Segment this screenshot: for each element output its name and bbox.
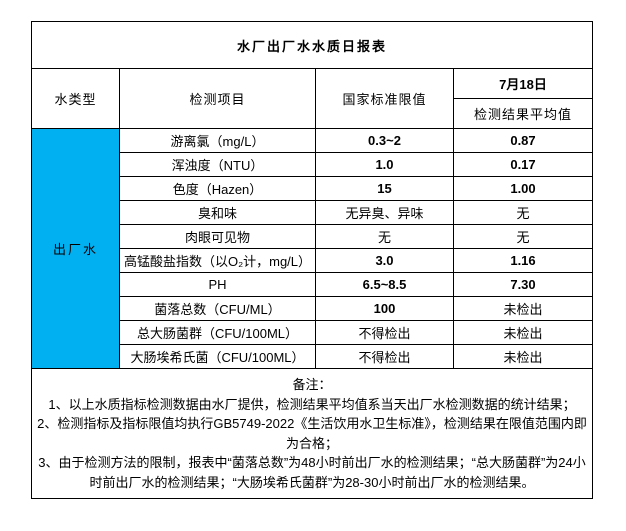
limit-cell: 3.0 bbox=[315, 248, 454, 273]
notes-label: 备注： bbox=[292, 377, 332, 392]
result-cell: 1.16 bbox=[452, 248, 594, 273]
limit-cell: 不得检出 bbox=[315, 320, 454, 345]
limit-cell: 100 bbox=[315, 296, 454, 321]
limit-cell: 6.5~8.5 bbox=[315, 272, 454, 297]
limit-cell: 不得检出 bbox=[315, 344, 454, 369]
table-row: 菌落总数（CFU/ML） 100 未检出 bbox=[32, 296, 594, 321]
water-quality-report-table: 水厂出厂水水质日报表 水类型 检测项目 国家标准限值 7月18日 检测结果平均值… bbox=[30, 21, 594, 499]
notes-section: 备注： 1、以上水质指标检测数据由水厂提供，检测结果平均值系当天出厂水检测数据的… bbox=[30, 368, 594, 499]
limit-cell: 无异臭、异味 bbox=[315, 200, 454, 225]
report-date: 7月18日 bbox=[452, 68, 594, 99]
test-item-cell: 菌落总数（CFU/ML） bbox=[119, 296, 316, 321]
result-cell: 无 bbox=[452, 224, 594, 249]
result-cell: 7.30 bbox=[452, 272, 594, 297]
title-row: 水厂出厂水水质日报表 bbox=[30, 21, 594, 69]
column-header-national-limit: 国家标准限值 bbox=[315, 68, 454, 129]
table-row: 大肠埃希氏菌（CFU/100ML） 不得检出 未检出 bbox=[32, 344, 594, 369]
test-item-cell: 臭和味 bbox=[119, 200, 316, 225]
column-header-result-avg: 检测结果平均值 bbox=[452, 98, 594, 129]
table-row: 总大肠菌群（CFU/100ML） 不得检出 未检出 bbox=[32, 320, 594, 345]
result-cell: 未检出 bbox=[452, 296, 594, 321]
result-cell: 无 bbox=[452, 200, 594, 225]
note-item-3: 3、由于检测方法的限制，报表中“菌落总数”为48小时前出厂水的检测结果；“总大肠… bbox=[38, 455, 586, 490]
table-row: 肉眼可见物 无 无 bbox=[32, 224, 594, 249]
result-cell: 未检出 bbox=[452, 320, 594, 345]
column-header-water-type: 水类型 bbox=[31, 68, 120, 129]
result-cell: 0.17 bbox=[452, 152, 594, 177]
table-row: 臭和味 无异臭、异味 无 bbox=[32, 200, 594, 225]
table-row: 出厂水 游离氯（mg/L） 0.3~2 0.87 bbox=[31, 128, 594, 369]
header-row-bottom: 检测结果平均值 bbox=[32, 98, 594, 129]
result-cell: 0.87 bbox=[452, 128, 594, 153]
limit-cell: 1.0 bbox=[315, 152, 454, 177]
header-row-top: 水类型 检测项目 国家标准限值 7月18日 bbox=[31, 68, 594, 129]
test-item-cell: 大肠埃希氏菌（CFU/100ML） bbox=[119, 344, 316, 369]
limit-cell: 0.3~2 bbox=[315, 128, 454, 153]
result-cell: 未检出 bbox=[452, 344, 594, 369]
column-header-test-item: 检测项目 bbox=[119, 68, 316, 129]
test-item-cell: 肉眼可见物 bbox=[119, 224, 316, 249]
table-row: 浑浊度（NTU） 1.0 0.17 bbox=[32, 152, 594, 177]
note-item-2: 2、检测指标及指标限值均执行GB5749-2022《生活饮用水卫生标准》，检测结… bbox=[37, 416, 587, 451]
page-title: 水厂出厂水水质日报表 bbox=[30, 21, 594, 69]
test-item-cell: 色度（Hazen） bbox=[119, 176, 316, 201]
test-item-cell: 游离氯（mg/L） bbox=[119, 128, 316, 153]
limit-cell: 15 bbox=[315, 176, 454, 201]
table-row: 高锰酸盐指数（以O₂计，mg/L） 3.0 1.16 bbox=[32, 248, 594, 273]
test-item-cell: 高锰酸盐指数（以O₂计，mg/L） bbox=[119, 248, 316, 273]
notes-row: 备注： 1、以上水质指标检测数据由水厂提供，检测结果平均值系当天出厂水检测数据的… bbox=[30, 368, 594, 499]
table-row: PH 6.5~8.5 7.30 bbox=[32, 272, 594, 297]
result-cell: 1.00 bbox=[452, 176, 594, 201]
limit-cell: 无 bbox=[315, 224, 454, 249]
water-type-cell: 出厂水 bbox=[31, 128, 120, 369]
test-item-cell: 浑浊度（NTU） bbox=[119, 152, 316, 177]
test-item-cell: 总大肠菌群（CFU/100ML） bbox=[119, 320, 316, 345]
test-item-cell: PH bbox=[119, 272, 316, 297]
table-row: 色度（Hazen） 15 1.00 bbox=[32, 176, 594, 201]
note-item-1: 1、以上水质指标检测数据由水厂提供，检测结果平均值系当天出厂水检测数据的统计结果… bbox=[48, 396, 576, 412]
